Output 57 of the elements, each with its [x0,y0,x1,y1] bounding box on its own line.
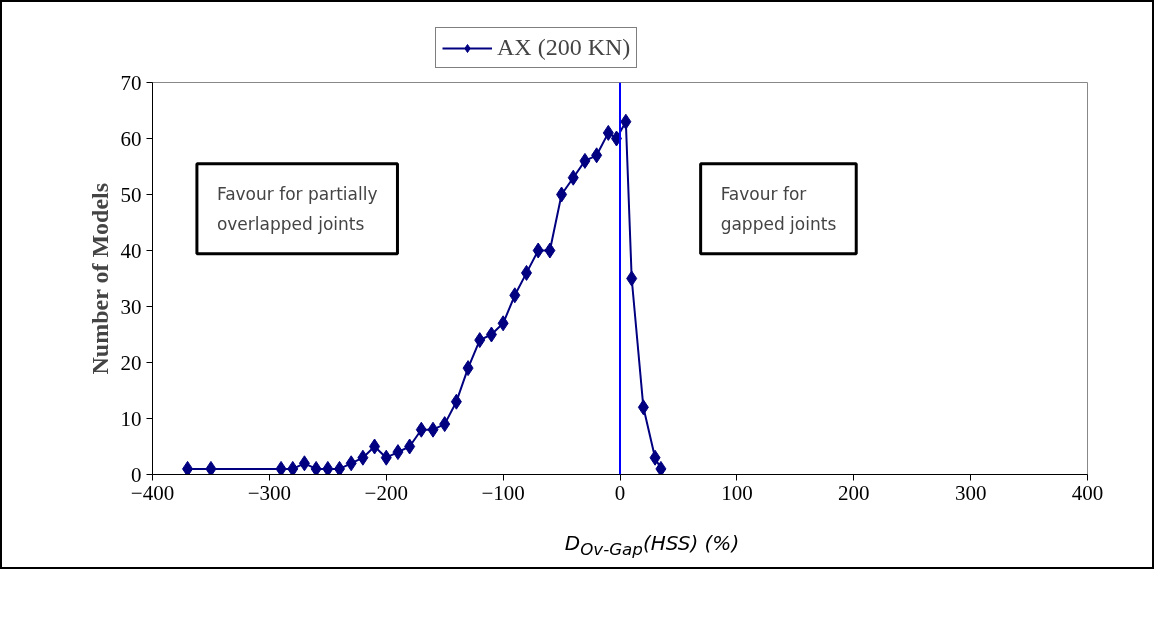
x-tick-label: −100 [481,480,525,505]
x-axis-title: D$_{Ov-Gap}$(HSS) (%) [564,531,740,559]
point [345,455,357,472]
point [310,460,322,475]
point [497,315,509,332]
point [404,438,416,455]
point [655,460,667,475]
point [357,449,369,466]
point [275,460,287,475]
x-tick-label: 200 [838,480,870,505]
point [450,393,462,410]
point [602,124,614,141]
y-tick-label: 10 [120,406,142,431]
point [474,332,486,349]
point [532,242,544,259]
point [298,455,310,472]
y-tick-label: 70 [120,70,142,95]
y-tick-label: 0 [131,462,142,487]
point [610,130,622,147]
y-tick-label: 60 [120,126,142,151]
point [392,444,404,461]
point [415,421,427,438]
x-tick-label: 400 [1071,480,1104,505]
x-tick-label: 300 [954,480,987,505]
point [649,449,661,466]
y-tick-label: 30 [120,294,142,319]
point [439,416,451,433]
point [509,287,521,304]
point [380,449,392,466]
x-tick-label: 0 [614,480,626,505]
point [287,460,299,475]
point [369,438,381,455]
x-tick-label: 100 [721,480,753,505]
point [485,326,497,343]
point [544,242,556,259]
point [182,460,194,475]
point [567,169,579,186]
point [427,421,439,438]
point [205,460,217,475]
x-tick-label: −200 [364,480,408,505]
point [556,186,568,203]
y-tick-label: 20 [120,350,142,375]
annotation: Favour for gapped joints [720,183,837,234]
point [620,113,632,130]
point [322,460,334,475]
point [637,399,649,416]
y-axis-title: Number of Models [86,182,113,375]
point [462,360,474,377]
point [591,147,603,164]
point [626,270,638,287]
point [579,152,591,169]
y-tick-label: 50 [120,182,142,207]
x-tick-label: −300 [247,480,292,505]
point [334,460,345,475]
legend-label: AX (200 KN) [497,34,631,61]
annotation: Favour for partially overlapped joints [216,183,378,234]
y-tick-label: 40 [120,238,142,263]
